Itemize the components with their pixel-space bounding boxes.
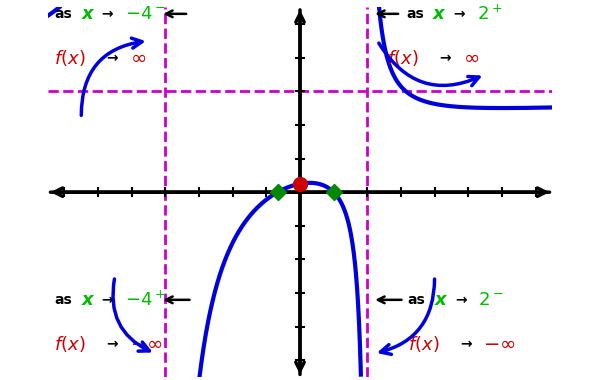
Text: $\infty$: $\infty$ [130,48,146,67]
Text: $f(x)$: $f(x)$ [55,48,86,68]
Text: as: as [406,7,424,21]
Text: →: → [101,293,113,307]
Text: $f(x)$: $f(x)$ [388,48,419,68]
Text: →: → [460,337,472,351]
Text: $-4^-$: $-4^-$ [125,5,166,23]
Text: $-\infty$: $-\infty$ [484,334,516,353]
Text: x: x [434,291,446,309]
Text: →: → [440,51,451,65]
Text: →: → [107,51,118,65]
Text: $-\infty$: $-\infty$ [130,334,163,353]
Text: →: → [107,337,118,351]
Text: $2^-$: $2^-$ [478,291,503,309]
Text: as: as [55,7,72,21]
Text: $2^+$: $2^+$ [476,4,502,24]
Text: →: → [101,7,113,21]
Text: x: x [81,5,93,23]
Text: $f(x)$: $f(x)$ [55,334,86,353]
Text: $\infty$: $\infty$ [463,48,479,67]
Text: →: → [453,7,465,21]
Text: as: as [55,293,72,307]
Text: x: x [81,291,93,309]
Text: →: → [455,293,466,307]
Text: as: as [407,293,425,307]
Text: $-4^+$: $-4^+$ [125,290,166,309]
Text: $f(x)$: $f(x)$ [407,334,439,353]
Text: x: x [433,5,445,23]
